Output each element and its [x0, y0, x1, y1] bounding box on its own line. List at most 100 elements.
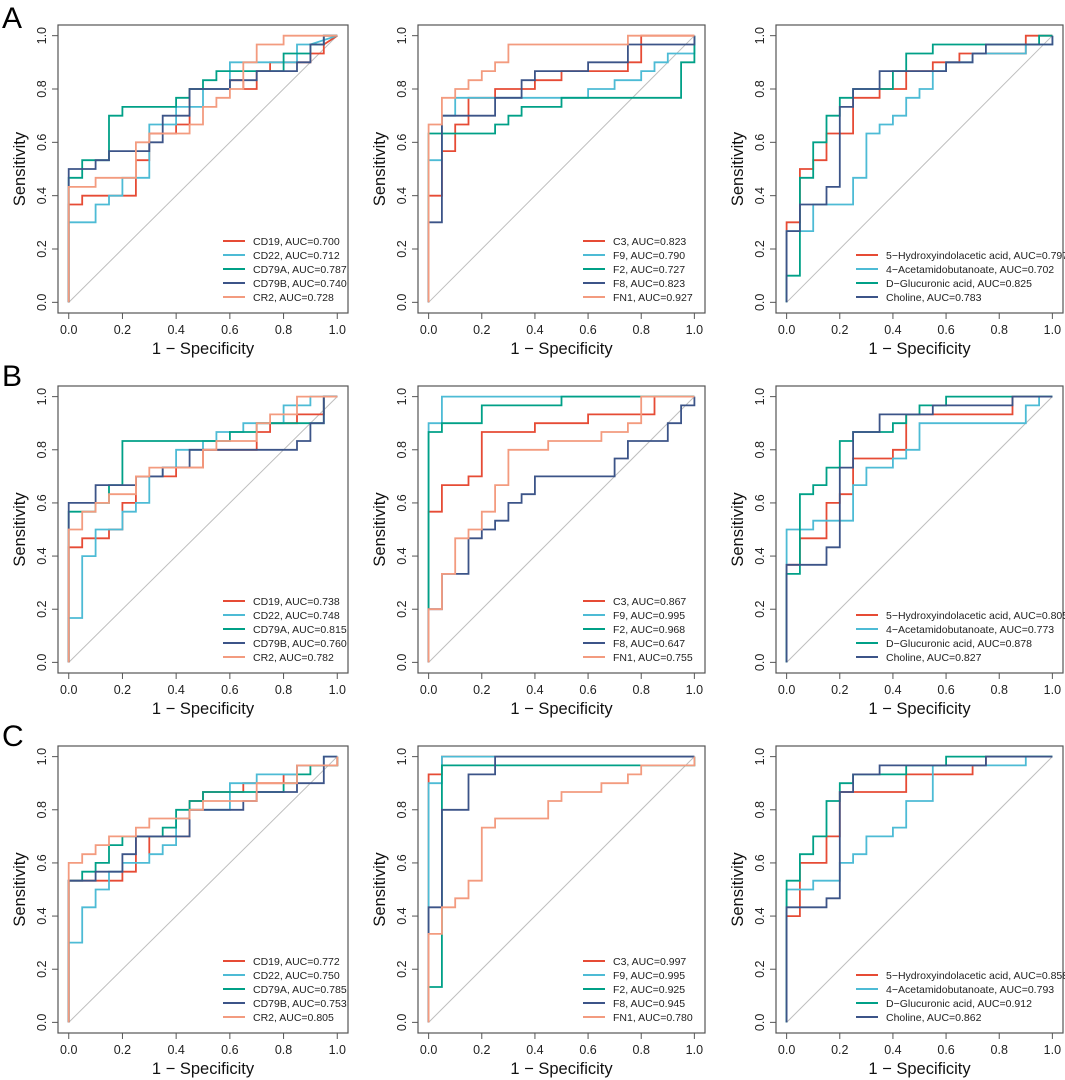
legend-label: FN1, AUC=0.780	[613, 1012, 693, 1024]
y-axis-label: Sensitivity	[11, 131, 29, 206]
legend-item: F2, AUC=0.727	[583, 264, 685, 276]
y-tick-label: 0.8	[35, 801, 49, 818]
x-tick-label: 0.6	[579, 683, 596, 697]
y-tick-label: 0.6	[753, 494, 767, 511]
y-tick-label: 0.0	[753, 654, 767, 671]
y-tick-label: 0.6	[395, 494, 409, 511]
plot-frame	[57, 385, 349, 674]
legend-item: CR2, AUC=0.728	[223, 292, 334, 304]
x-tick-label: 0.2	[114, 323, 131, 337]
legend-item: FN1, AUC=0.780	[583, 1012, 693, 1024]
roc-curve-fn1	[427, 34, 695, 303]
legend-item: CD22, AUC=0.750	[223, 970, 340, 982]
y-tick-label: 0.2	[753, 960, 767, 977]
reference-diagonal	[68, 396, 338, 663]
x-tick-label: 0.8	[633, 323, 650, 337]
x-tick-label: 0.8	[633, 683, 650, 697]
reference-diagonal	[68, 756, 338, 1023]
roc-panel-c3: 0.0 0.2 0.4 0.6 0.8 1.0 0.0 0.2 0.4 0.6 0.8 1.0 1 − …	[729, 745, 1065, 1078]
y-axis-label: Sensitivity	[729, 852, 747, 927]
x-tick-label: 0.6	[579, 323, 596, 337]
legend-item: Choline, AUC=0.783	[856, 292, 982, 304]
x-tick-label: 0.0	[60, 323, 77, 337]
plot-frame	[417, 745, 706, 1034]
panel-label-a: A	[2, 2, 23, 35]
y-tick-label: 1.0	[395, 388, 409, 405]
y-tick-label: 0.8	[35, 80, 49, 97]
legend-label: F9, AUC=0.995	[613, 610, 685, 622]
x-tick-label: 0.6	[937, 323, 954, 337]
x-axis-label: 1 − Specificity	[152, 700, 255, 718]
y-tick-label: 0.6	[753, 854, 767, 871]
y-tick-label: 0.2	[395, 240, 409, 257]
y-tick-label: 0.0	[395, 654, 409, 671]
legend-label: D−Glucuronic acid, AUC=0.912	[886, 998, 1032, 1010]
legend-label: D−Glucuronic acid, AUC=0.825	[886, 278, 1032, 290]
x-tick-label: 1.0	[1044, 1043, 1061, 1057]
y-tick-label: 0.8	[753, 801, 767, 818]
legend-label: CD79B, AUC=0.753	[253, 998, 347, 1010]
x-tick-label: 0.0	[778, 323, 795, 337]
legend-item: 5−Hydroxyindolacetic acid, AUC=0.858	[856, 970, 1065, 982]
y-tick-label: 0.2	[395, 600, 409, 617]
legend-label: CD22, AUC=0.750	[253, 970, 340, 982]
x-axis-label: 1 − Specificity	[868, 1060, 971, 1078]
legend-label: F2, AUC=0.968	[613, 624, 685, 636]
x-axis-label: 1 − Specificity	[868, 340, 971, 358]
roc-curve-cr2	[67, 756, 339, 1023]
legend-item: C3, AUC=0.823	[583, 236, 686, 248]
y-tick-label: 0.4	[753, 907, 767, 924]
y-tick-label: 0.6	[395, 854, 409, 871]
legend-item: D−Glucuronic acid, AUC=0.825	[856, 278, 1032, 290]
legend-label: CD22, AUC=0.748	[253, 610, 340, 622]
legend-label: 4−Acetamidobutanoate, AUC=0.793	[886, 984, 1054, 996]
x-tick-label: 0.4	[884, 1043, 901, 1057]
x-tick-label: 0.4	[526, 683, 543, 697]
y-tick-label: 0.8	[753, 80, 767, 97]
roc-curve-choline	[785, 35, 1054, 303]
x-tick-label: 0.2	[114, 1043, 131, 1057]
y-tick-label: 0.2	[395, 960, 409, 977]
legend-item: CD79B, AUC=0.740	[223, 278, 347, 290]
x-tick-label: 0.0	[778, 683, 795, 697]
legend-label: CD19, AUC=0.700	[253, 236, 340, 248]
x-axis-label: 1 − Specificity	[510, 700, 613, 718]
x-tick-label: 0.0	[420, 1043, 437, 1057]
legend-label: F8, AUC=0.945	[613, 998, 685, 1010]
roc-curve-cr2	[67, 34, 338, 303]
legend-item: F9, AUC=0.995	[583, 970, 685, 982]
legend-label: Choline, AUC=0.862	[886, 1012, 982, 1024]
roc-curve-f2	[427, 35, 696, 303]
reference-diagonal	[786, 35, 1053, 303]
y-tick-label: 0.0	[753, 294, 767, 311]
y-tick-label: 0.8	[395, 801, 409, 818]
x-tick-label: 0.8	[275, 683, 292, 697]
y-tick-label: 0.2	[35, 240, 49, 257]
y-axis-label: Sensitivity	[371, 492, 389, 567]
x-tick-label: 0.8	[991, 323, 1008, 337]
roc-panel-b1: 0.0 0.2 0.4 0.6 0.8 1.0 0.0 0.2 0.4 0.6 0.8 1.0 1 − …	[11, 385, 349, 718]
legend-label: F2, AUC=0.727	[613, 264, 685, 276]
y-tick-label: 0.4	[395, 187, 409, 204]
y-tick-label: 0.4	[753, 187, 767, 204]
plot-frame	[57, 24, 349, 314]
legend-label: F9, AUC=0.995	[613, 970, 685, 982]
legend-item: FN1, AUC=0.755	[583, 652, 693, 664]
legend-label: 5−Hydroxyindolacetic acid, AUC=0.858	[886, 970, 1065, 982]
y-tick-label: 0.0	[35, 654, 49, 671]
legend-label: CD79B, AUC=0.740	[253, 278, 347, 290]
x-tick-label: 1.0	[686, 1043, 703, 1057]
legend-label: 5−Hydroxyindolacetic acid, AUC=0.805	[886, 610, 1065, 622]
y-tick-label: 0.4	[35, 907, 49, 924]
plot-frame	[775, 385, 1064, 674]
x-tick-label: 1.0	[329, 1043, 346, 1057]
roc-panel-a3: 0.0 0.2 0.4 0.6 0.8 1.0 0.0 0.2 0.4 0.6 0.8 1.0 1 − …	[729, 24, 1065, 358]
x-tick-label: 0.6	[937, 1043, 954, 1057]
roc-curve-f8	[427, 396, 696, 663]
legend-label: C3, AUC=0.867	[613, 596, 686, 608]
x-tick-label: 0.6	[221, 323, 238, 337]
legend-item: Choline, AUC=0.827	[856, 652, 982, 664]
reference-diagonal	[428, 756, 695, 1023]
panel-label-c: C	[2, 720, 24, 753]
